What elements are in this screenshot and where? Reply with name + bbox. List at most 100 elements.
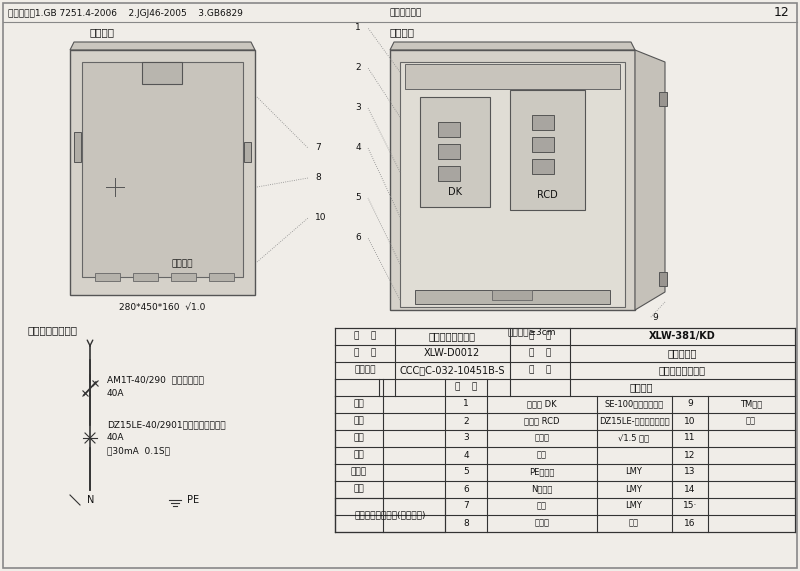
Text: 元件间距≥3cm: 元件间距≥3cm <box>508 328 556 336</box>
Bar <box>532 159 554 174</box>
Text: 7: 7 <box>463 501 469 510</box>
Bar <box>74 132 81 162</box>
Text: 标准化: 标准化 <box>351 468 367 477</box>
Text: LMY: LMY <box>626 468 642 477</box>
Text: 建筑施工用配电箱: 建筑施工用配电箱 <box>429 331 475 341</box>
Text: 12: 12 <box>774 6 790 19</box>
Bar <box>438 166 460 181</box>
Text: 名    称: 名 称 <box>354 332 376 340</box>
Bar <box>70 50 255 295</box>
Text: 280*450*160  √1.0: 280*450*160 √1.0 <box>119 303 205 312</box>
Text: RCD: RCD <box>537 190 558 200</box>
Text: XLW-D0012: XLW-D0012 <box>424 348 480 358</box>
Bar <box>659 272 667 286</box>
Bar <box>532 137 554 152</box>
Text: 制图: 制图 <box>354 416 364 425</box>
Text: 执行标准：1.GB 7251.4-2006    2.JGJ46-2005    3.GB6829: 执行标准：1.GB 7251.4-2006 2.JGJ46-2005 3.GB6… <box>8 9 243 18</box>
Text: XLW-381/KD: XLW-381/KD <box>649 331 715 341</box>
Bar <box>510 90 585 210</box>
Text: 5: 5 <box>355 194 361 203</box>
Text: DZ15LE-40/2901（透明漏电开关）: DZ15LE-40/2901（透明漏电开关） <box>107 420 226 429</box>
Text: 2: 2 <box>355 63 361 73</box>
Text: 壳体颜色：黄: 壳体颜色：黄 <box>390 9 422 18</box>
Text: 规    格: 规 格 <box>529 348 551 357</box>
Text: 日期: 日期 <box>354 485 364 493</box>
Bar <box>532 115 554 130</box>
Text: 7: 7 <box>315 143 321 152</box>
Text: 6: 6 <box>355 234 361 243</box>
Text: 挂耳: 挂耳 <box>746 416 756 425</box>
Text: 8: 8 <box>463 518 469 528</box>
Text: DZ15LE-透明系列漏电开: DZ15LE-透明系列漏电开 <box>598 416 670 425</box>
Text: 安装板: 安装板 <box>534 433 550 443</box>
Text: 有电危险: 有电危险 <box>171 259 193 268</box>
Text: 审核: 审核 <box>354 451 364 460</box>
Text: PE线端子: PE线端子 <box>530 468 554 477</box>
Text: 哈尔滨市龙瑞电气(成套设备): 哈尔滨市龙瑞电气(成套设备) <box>354 510 426 520</box>
Text: 40A: 40A <box>107 433 125 443</box>
Bar <box>244 142 251 162</box>
Text: LMY: LMY <box>626 485 642 493</box>
Text: 施工现场照明配电: 施工现场照明配电 <box>658 365 706 375</box>
Bar <box>390 50 635 310</box>
Bar <box>492 290 532 300</box>
Polygon shape <box>635 50 665 310</box>
Text: 40A: 40A <box>107 388 125 397</box>
Polygon shape <box>70 42 255 50</box>
Text: 线夹: 线夹 <box>537 451 547 460</box>
Text: （30mA  0.1S）: （30mA 0.1S） <box>107 447 170 456</box>
Text: LMY: LMY <box>626 501 642 510</box>
Text: 4: 4 <box>355 143 361 152</box>
Text: SE-100系列透明开关: SE-100系列透明开关 <box>604 400 664 408</box>
Polygon shape <box>390 42 635 50</box>
Bar <box>405 64 620 89</box>
Text: 防雨: 防雨 <box>629 518 639 528</box>
Text: PE: PE <box>187 495 199 505</box>
Bar <box>335 498 445 532</box>
Text: 3: 3 <box>463 433 469 443</box>
Text: N: N <box>87 495 94 505</box>
Bar <box>95 273 120 281</box>
Bar <box>82 62 243 277</box>
Text: 断路器 DK: 断路器 DK <box>527 400 557 408</box>
Text: 设计: 设计 <box>354 400 364 408</box>
Text: AM1T-40/290  （透明空开）: AM1T-40/290 （透明空开） <box>107 376 204 384</box>
Text: 9: 9 <box>652 313 658 323</box>
Text: 10: 10 <box>684 416 696 425</box>
Text: 压把锁: 压把锁 <box>534 518 550 528</box>
Text: 11: 11 <box>684 433 696 443</box>
Text: 2: 2 <box>463 416 469 425</box>
Text: 序    号: 序 号 <box>455 383 477 392</box>
Bar <box>438 122 460 137</box>
Text: 电器连接原理图：: 电器连接原理图： <box>28 325 78 335</box>
Text: 15·: 15· <box>683 501 697 510</box>
Text: 4: 4 <box>463 451 469 460</box>
Text: 校核: 校核 <box>354 433 364 443</box>
Text: 试验报告: 试验报告 <box>354 365 376 375</box>
Bar <box>142 62 182 84</box>
Text: 用    途: 用 途 <box>529 365 551 375</box>
Text: 9: 9 <box>687 400 693 408</box>
Text: 10: 10 <box>315 214 326 223</box>
Bar <box>420 97 490 207</box>
Text: 主要配件: 主要配件 <box>630 382 653 392</box>
Text: 8: 8 <box>315 174 321 183</box>
Text: √1.5 折边: √1.5 折边 <box>618 433 650 443</box>
Text: 6: 6 <box>463 485 469 493</box>
Text: 14: 14 <box>684 485 696 493</box>
Bar <box>438 144 460 159</box>
Text: 型    号: 型 号 <box>529 332 551 340</box>
Text: 12: 12 <box>684 451 696 460</box>
Bar <box>209 273 234 281</box>
Bar <box>171 273 196 281</box>
Text: 断路器 RCD: 断路器 RCD <box>524 416 560 425</box>
Text: 1: 1 <box>463 400 469 408</box>
Bar <box>400 62 625 307</box>
Text: 装配图：: 装配图： <box>390 27 415 37</box>
Text: TM连接: TM连接 <box>740 400 762 408</box>
Text: 16: 16 <box>684 518 696 528</box>
Bar <box>415 290 610 304</box>
Text: N线端子: N线端子 <box>531 485 553 493</box>
Text: 图    号: 图 号 <box>354 348 376 357</box>
Text: 外型图：: 外型图： <box>90 27 115 37</box>
